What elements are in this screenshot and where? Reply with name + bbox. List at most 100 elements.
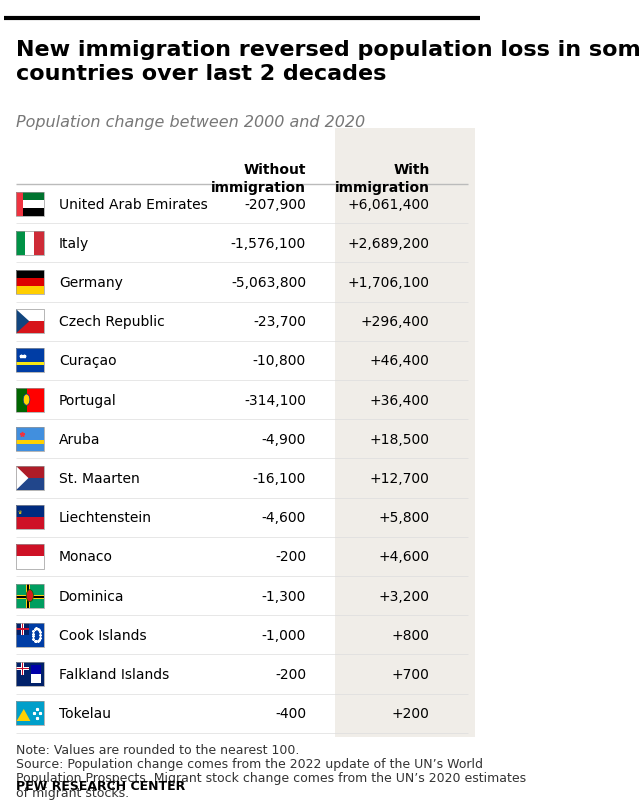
- Bar: [16, 628, 29, 631]
- Text: -10,800: -10,800: [253, 354, 306, 368]
- Bar: [16, 286, 44, 294]
- Text: Germany: Germany: [59, 276, 123, 290]
- Bar: [16, 208, 44, 217]
- Bar: [16, 310, 44, 334]
- Text: +18,500: +18,500: [370, 432, 429, 446]
- Bar: [22, 623, 23, 636]
- Text: Dominica: Dominica: [59, 589, 124, 603]
- Text: +2,689,200: +2,689,200: [348, 237, 429, 251]
- Text: +4,600: +4,600: [378, 550, 429, 564]
- Bar: [16, 623, 44, 647]
- Bar: [16, 663, 44, 686]
- Bar: [16, 595, 44, 596]
- Bar: [16, 702, 44, 726]
- Bar: [27, 584, 29, 608]
- Text: Source: Population change comes from the 2022 update of the UN’s World: Source: Population change comes from the…: [16, 757, 483, 770]
- Bar: [16, 584, 44, 608]
- Bar: [35, 231, 44, 255]
- Bar: [16, 584, 44, 608]
- Bar: [22, 663, 23, 675]
- Bar: [21, 663, 24, 675]
- Bar: [16, 310, 44, 322]
- Text: St. Maarten: St. Maarten: [59, 471, 140, 486]
- Bar: [16, 623, 29, 636]
- Bar: [26, 388, 44, 412]
- Bar: [16, 466, 44, 491]
- Text: With
immigration: With immigration: [335, 163, 429, 195]
- Bar: [16, 440, 44, 442]
- Text: -207,900: -207,900: [244, 197, 306, 212]
- Text: Italy: Italy: [59, 237, 89, 251]
- Bar: [16, 623, 44, 647]
- Text: Aruba: Aruba: [59, 432, 100, 446]
- Text: -1,576,100: -1,576,100: [231, 237, 306, 251]
- Text: Note: Values are rounded to the nearest 100.: Note: Values are rounded to the nearest …: [16, 743, 300, 756]
- Bar: [16, 271, 44, 294]
- Bar: [16, 349, 44, 373]
- Bar: [16, 667, 29, 669]
- Bar: [16, 663, 29, 675]
- Text: Portugal: Portugal: [59, 393, 116, 407]
- Text: Population change between 2000 and 2020: Population change between 2000 and 2020: [16, 115, 365, 130]
- Polygon shape: [16, 310, 29, 334]
- Text: PEW RESEARCH CENTER: PEW RESEARCH CENTER: [16, 779, 186, 792]
- Text: -314,100: -314,100: [244, 393, 306, 407]
- Text: -1,000: -1,000: [262, 628, 306, 642]
- Bar: [16, 231, 44, 255]
- Text: Tokelau: Tokelau: [59, 706, 111, 720]
- Bar: [16, 702, 44, 726]
- Text: +5,800: +5,800: [378, 511, 429, 525]
- Bar: [16, 466, 44, 478]
- Polygon shape: [16, 466, 28, 491]
- Bar: [16, 192, 44, 200]
- Bar: [16, 427, 44, 452]
- Bar: [16, 596, 44, 599]
- Text: Falkland Islands: Falkland Islands: [59, 667, 169, 681]
- Text: +12,700: +12,700: [370, 471, 429, 486]
- Bar: [16, 388, 44, 412]
- Bar: [16, 192, 44, 217]
- Bar: [16, 443, 44, 444]
- Text: +800: +800: [392, 628, 429, 642]
- Bar: [16, 363, 44, 365]
- Bar: [31, 665, 42, 684]
- Text: Without
immigration: Without immigration: [211, 163, 306, 195]
- Text: -23,700: -23,700: [253, 315, 306, 328]
- Text: ♛: ♛: [17, 509, 22, 514]
- Text: Cook Islands: Cook Islands: [59, 628, 147, 642]
- Text: Monaco: Monaco: [59, 550, 113, 564]
- Text: +46,400: +46,400: [370, 354, 429, 368]
- Text: -16,100: -16,100: [253, 471, 306, 486]
- Bar: [16, 192, 24, 217]
- Bar: [21, 623, 24, 636]
- Text: -400: -400: [275, 706, 306, 720]
- Text: +700: +700: [392, 667, 429, 681]
- Bar: [16, 427, 44, 452]
- Bar: [16, 545, 44, 557]
- Bar: [16, 279, 44, 286]
- Text: +296,400: +296,400: [361, 315, 429, 328]
- Polygon shape: [17, 709, 30, 721]
- Bar: [16, 545, 44, 569]
- Text: -4,600: -4,600: [262, 511, 306, 525]
- Text: +36,400: +36,400: [370, 393, 429, 407]
- Bar: [16, 349, 44, 373]
- Bar: [26, 584, 27, 608]
- Bar: [16, 322, 44, 334]
- Text: -4,900: -4,900: [262, 432, 306, 446]
- Bar: [16, 505, 44, 530]
- Bar: [16, 200, 44, 208]
- Bar: [16, 231, 25, 255]
- Bar: [16, 663, 44, 686]
- Text: +6,061,400: +6,061,400: [348, 197, 429, 212]
- Bar: [335, 129, 475, 737]
- Text: -200: -200: [275, 550, 306, 564]
- Text: New immigration reversed population loss in some
countries over last 2 decades: New immigration reversed population loss…: [16, 41, 640, 84]
- Bar: [16, 271, 44, 279]
- Bar: [16, 629, 29, 630]
- Bar: [16, 667, 29, 670]
- Text: Population Prospects. Migrant stock change comes from the UN’s 2020 estimates: Population Prospects. Migrant stock chan…: [16, 771, 526, 784]
- Text: +200: +200: [392, 706, 429, 720]
- Text: -1,300: -1,300: [262, 589, 306, 603]
- Bar: [31, 665, 42, 674]
